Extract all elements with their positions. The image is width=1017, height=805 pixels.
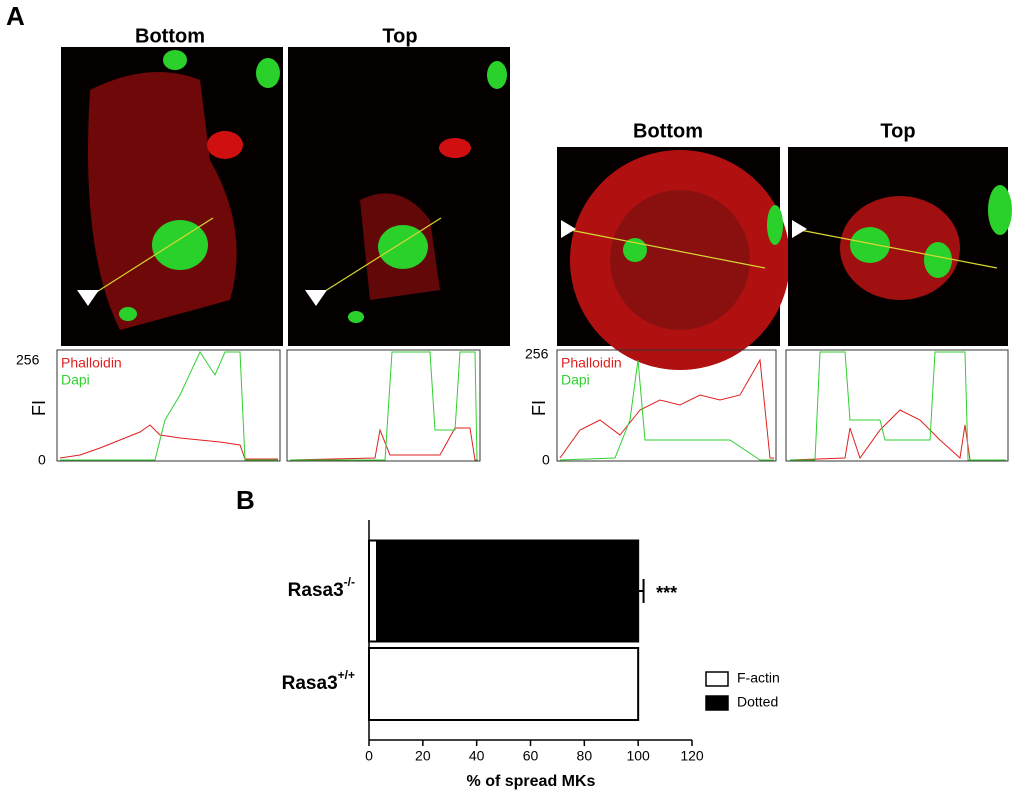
x-tick-label: 120 — [680, 748, 704, 764]
micrograph — [288, 47, 510, 346]
x-tick-label: 20 — [415, 748, 431, 764]
micrograph — [788, 147, 1012, 346]
x-tick-label: 100 — [626, 748, 650, 764]
legend-label: Dapi — [561, 372, 590, 388]
y-tick-label: Rasa3-/- — [288, 575, 355, 601]
x-tick-label: 0 — [365, 748, 373, 764]
micrograph — [557, 147, 790, 370]
legend-label: Dotted — [737, 694, 778, 710]
profile-plots — [56, 349, 1009, 462]
image-title: Bottom — [135, 25, 205, 47]
category-name: Rasa3 — [282, 673, 338, 694]
y-tick-label: 0 — [542, 452, 550, 468]
image-title: Bottom — [633, 120, 703, 142]
legend-label: Dapi — [61, 372, 90, 388]
legend-label: Phalloidin — [561, 355, 622, 371]
y-tick-label: 0 — [38, 452, 46, 468]
category-name: Rasa3 — [288, 580, 344, 601]
micrograph — [61, 47, 283, 346]
y-tick-label: 256 — [525, 346, 549, 362]
image-title: Top — [382, 25, 417, 47]
legend-swatch — [705, 695, 729, 711]
x-axis-label: % of spread MKs — [467, 773, 596, 790]
y-tick-label: Rasa3+/+ — [282, 668, 355, 694]
y-axis-label: FI — [529, 400, 549, 416]
y-axis-label: FI — [29, 400, 49, 416]
y-tick-label: 256 — [16, 352, 40, 368]
panel-label: A — [6, 1, 25, 31]
x-tick-label: 60 — [523, 748, 539, 764]
bar-segment — [368, 647, 640, 721]
category-superscript: +/+ — [338, 668, 355, 682]
panel-label: B — [236, 485, 255, 515]
bar-segment — [368, 539, 379, 643]
legend-label: Phalloidin — [61, 355, 122, 371]
image-title: Top — [880, 120, 915, 142]
x-tick-label: 40 — [469, 748, 485, 764]
legend-swatch — [705, 671, 729, 687]
legend-label: F-actin — [737, 670, 780, 686]
bar-segment — [376, 539, 640, 643]
significance: *** — [656, 583, 677, 603]
category-superscript: -/- — [344, 575, 355, 589]
x-tick-label: 80 — [577, 748, 593, 764]
